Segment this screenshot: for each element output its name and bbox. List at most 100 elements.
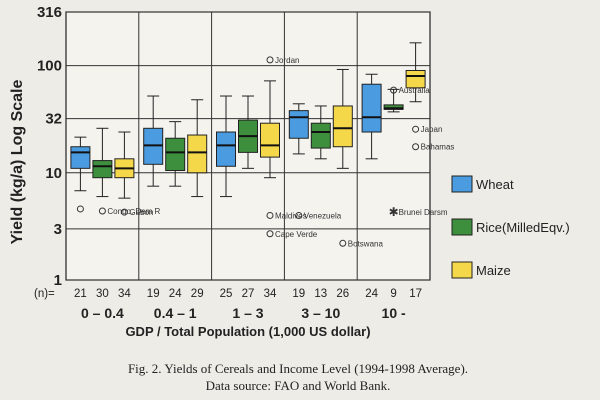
n-count: 30 (96, 288, 109, 300)
legend-swatch (451, 218, 473, 236)
n-count: 17 (409, 288, 422, 300)
legend-label: Wheat (476, 177, 514, 192)
category-label: 3 – 10 (301, 305, 340, 321)
y-axis-label: Yield (kg/a) Log Scale (9, 80, 26, 245)
outlier: Cape Verde (266, 230, 318, 239)
outlier-label: Maldives (275, 211, 307, 220)
box-wheat-1 (143, 95, 164, 187)
outlier-label: Japan (421, 125, 443, 134)
outlier-marker (295, 211, 303, 219)
category-label: 10 - (382, 305, 406, 321)
box-body (260, 122, 280, 158)
box-wheat-0 (70, 136, 91, 192)
outlier: Australia (390, 86, 431, 95)
n-count: 9 (390, 288, 396, 300)
n-count: 34 (118, 288, 131, 300)
box-wheat-4 (361, 73, 382, 160)
x-axis-label: GDP / Total Population (1,000 US dollar) (125, 324, 370, 339)
n-count: 24 (169, 288, 182, 300)
outlier: Gabon (120, 208, 153, 217)
outlier: Japan (412, 125, 443, 134)
box-plots (70, 42, 426, 199)
n-count: 21 (74, 288, 87, 300)
legend: Wheat Rice(MilledEqv.) Maize (451, 175, 570, 279)
n-label: (n)= (34, 288, 55, 300)
box-wheat-2 (216, 95, 236, 198)
n-count: 25 (220, 288, 233, 300)
category-label: 0.4 – 1 (154, 305, 197, 321)
n-count: 27 (242, 288, 255, 300)
box-rice-milledeqv-2 (238, 95, 258, 169)
y-tick-label: 32 (45, 111, 62, 128)
box-body (92, 160, 113, 179)
outlier-label: Botswana (348, 239, 384, 248)
box-rice-milledeqv-0 (92, 127, 113, 198)
outlier: Maldives (266, 211, 307, 220)
y-tick-label: 1 (54, 272, 62, 289)
outlier: Venezuela (295, 211, 342, 220)
box-maize-4 (405, 42, 426, 103)
y-tick-label: 10 (45, 165, 62, 182)
box-body (310, 122, 331, 149)
outlier: Congo, Dem R (98, 207, 161, 216)
y-tick-label: 3 (54, 221, 62, 238)
outlier-marker (390, 86, 398, 94)
box-wheat-3 (288, 103, 309, 155)
legend-label: Maize (476, 263, 511, 278)
outlier-label: Gabon (129, 208, 153, 217)
outlier-label: Cape Verde (275, 230, 318, 239)
outlier-marker (120, 208, 128, 216)
y-tick-label: 316 (37, 4, 62, 21)
legend-label: Rice(MilledEqv.) (476, 220, 570, 235)
outlier-star-marker: ✱ (389, 205, 399, 219)
outlier-marker (339, 239, 347, 247)
box-body (288, 110, 309, 139)
outlier-marker (412, 125, 420, 133)
outlier-marker (76, 205, 84, 213)
box-body (216, 131, 236, 167)
y-tick-label: 100 (37, 58, 62, 75)
n-count: 29 (191, 288, 204, 300)
outlier-label: Congo, Dem R (107, 207, 160, 216)
outlier: Bahamas (412, 143, 455, 152)
box-body (70, 146, 91, 169)
outlier: Jordan (266, 56, 299, 65)
outlier-marker (266, 211, 274, 219)
legend-item: Rice(MilledEqv.) (451, 218, 570, 236)
outlier: ✱ Brunei Darsm (389, 205, 448, 219)
box-maize-1 (187, 99, 208, 198)
n-counts: (n)= 21 19 25 19 24 30 24 27 13 9 34 29 34 26 17 (34, 288, 422, 300)
box-maize-2 (260, 80, 280, 179)
box-rice-milledeqv-4 (383, 88, 404, 113)
box-rice-milledeqv-3 (310, 105, 331, 160)
n-count: 13 (314, 288, 327, 300)
outlier-label: Brunei Darsm (399, 208, 448, 217)
outlier-label: Venezuela (304, 211, 342, 220)
box-body (165, 137, 186, 172)
n-count: 26 (336, 288, 349, 300)
n-count: 24 (365, 288, 378, 300)
outlier-marker (412, 143, 420, 151)
n-count: 19 (147, 288, 160, 300)
box-body (187, 134, 208, 174)
category-label: 0 – 0.4 (81, 305, 124, 321)
category-label: 1 – 3 (232, 305, 263, 321)
outlier-label: Jordan (275, 56, 299, 65)
box-body (332, 105, 353, 148)
box-body (405, 69, 426, 89)
box-body (361, 83, 382, 133)
legend-swatch (451, 261, 473, 279)
n-count: 34 (264, 288, 277, 300)
outlier-marker (266, 230, 274, 238)
outlier (76, 205, 84, 213)
outlier-label: Australia (399, 86, 431, 95)
category-labels: 0 – 0.4 0.4 – 1 1 – 3 3 – 10 10 - (81, 305, 406, 321)
n-count: 19 (292, 288, 305, 300)
outlier-marker (98, 207, 106, 215)
outlier-label: Bahamas (421, 143, 455, 152)
box-rice-milledeqv-1 (165, 121, 186, 187)
outlier-marker (266, 56, 274, 64)
outlier: Botswana (339, 239, 384, 248)
legend-item: Maize (451, 261, 511, 279)
